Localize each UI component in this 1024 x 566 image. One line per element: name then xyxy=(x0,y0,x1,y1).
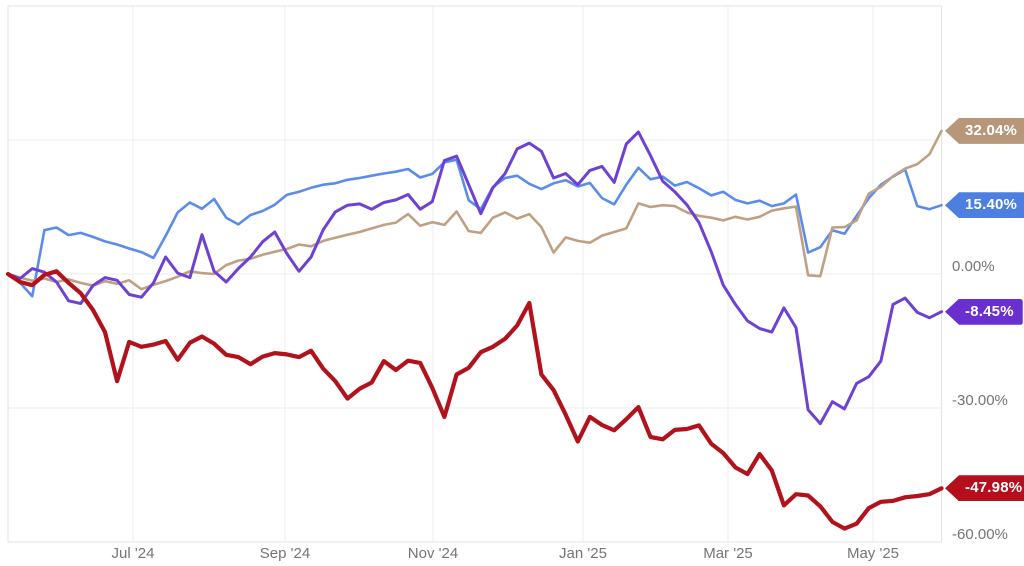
series-line-tan[interactable] xyxy=(6,129,943,291)
series-line-purple[interactable] xyxy=(6,130,943,426)
series-end-value-tag-purple: -8.45% xyxy=(945,298,1023,325)
series-line-red[interactable] xyxy=(5,269,944,531)
x-axis-tick-label: Jan '25 xyxy=(559,545,607,562)
x-axis-tick-label: Mar '25 xyxy=(703,545,753,562)
y-axis-tick-label: -60.00% xyxy=(952,526,1008,543)
x-axis-tick-label: Nov '24 xyxy=(407,545,459,562)
series-end-value-tag-tan: 32.04% xyxy=(945,117,1024,144)
x-axis-tick-label: Jul '24 xyxy=(111,545,155,562)
x-axis-tick-label: May '25 xyxy=(846,545,900,562)
y-axis-tick-label: -30.00% xyxy=(952,392,1008,409)
x-axis-tick-label: Sep '24 xyxy=(259,545,311,562)
series-line-blue[interactable] xyxy=(6,158,943,298)
series-end-value-tag-red: -47.98% xyxy=(945,475,1024,502)
y-axis-tick-label: 0.00% xyxy=(952,258,995,275)
series-end-value-tag-blue: 15.40% xyxy=(945,192,1024,219)
